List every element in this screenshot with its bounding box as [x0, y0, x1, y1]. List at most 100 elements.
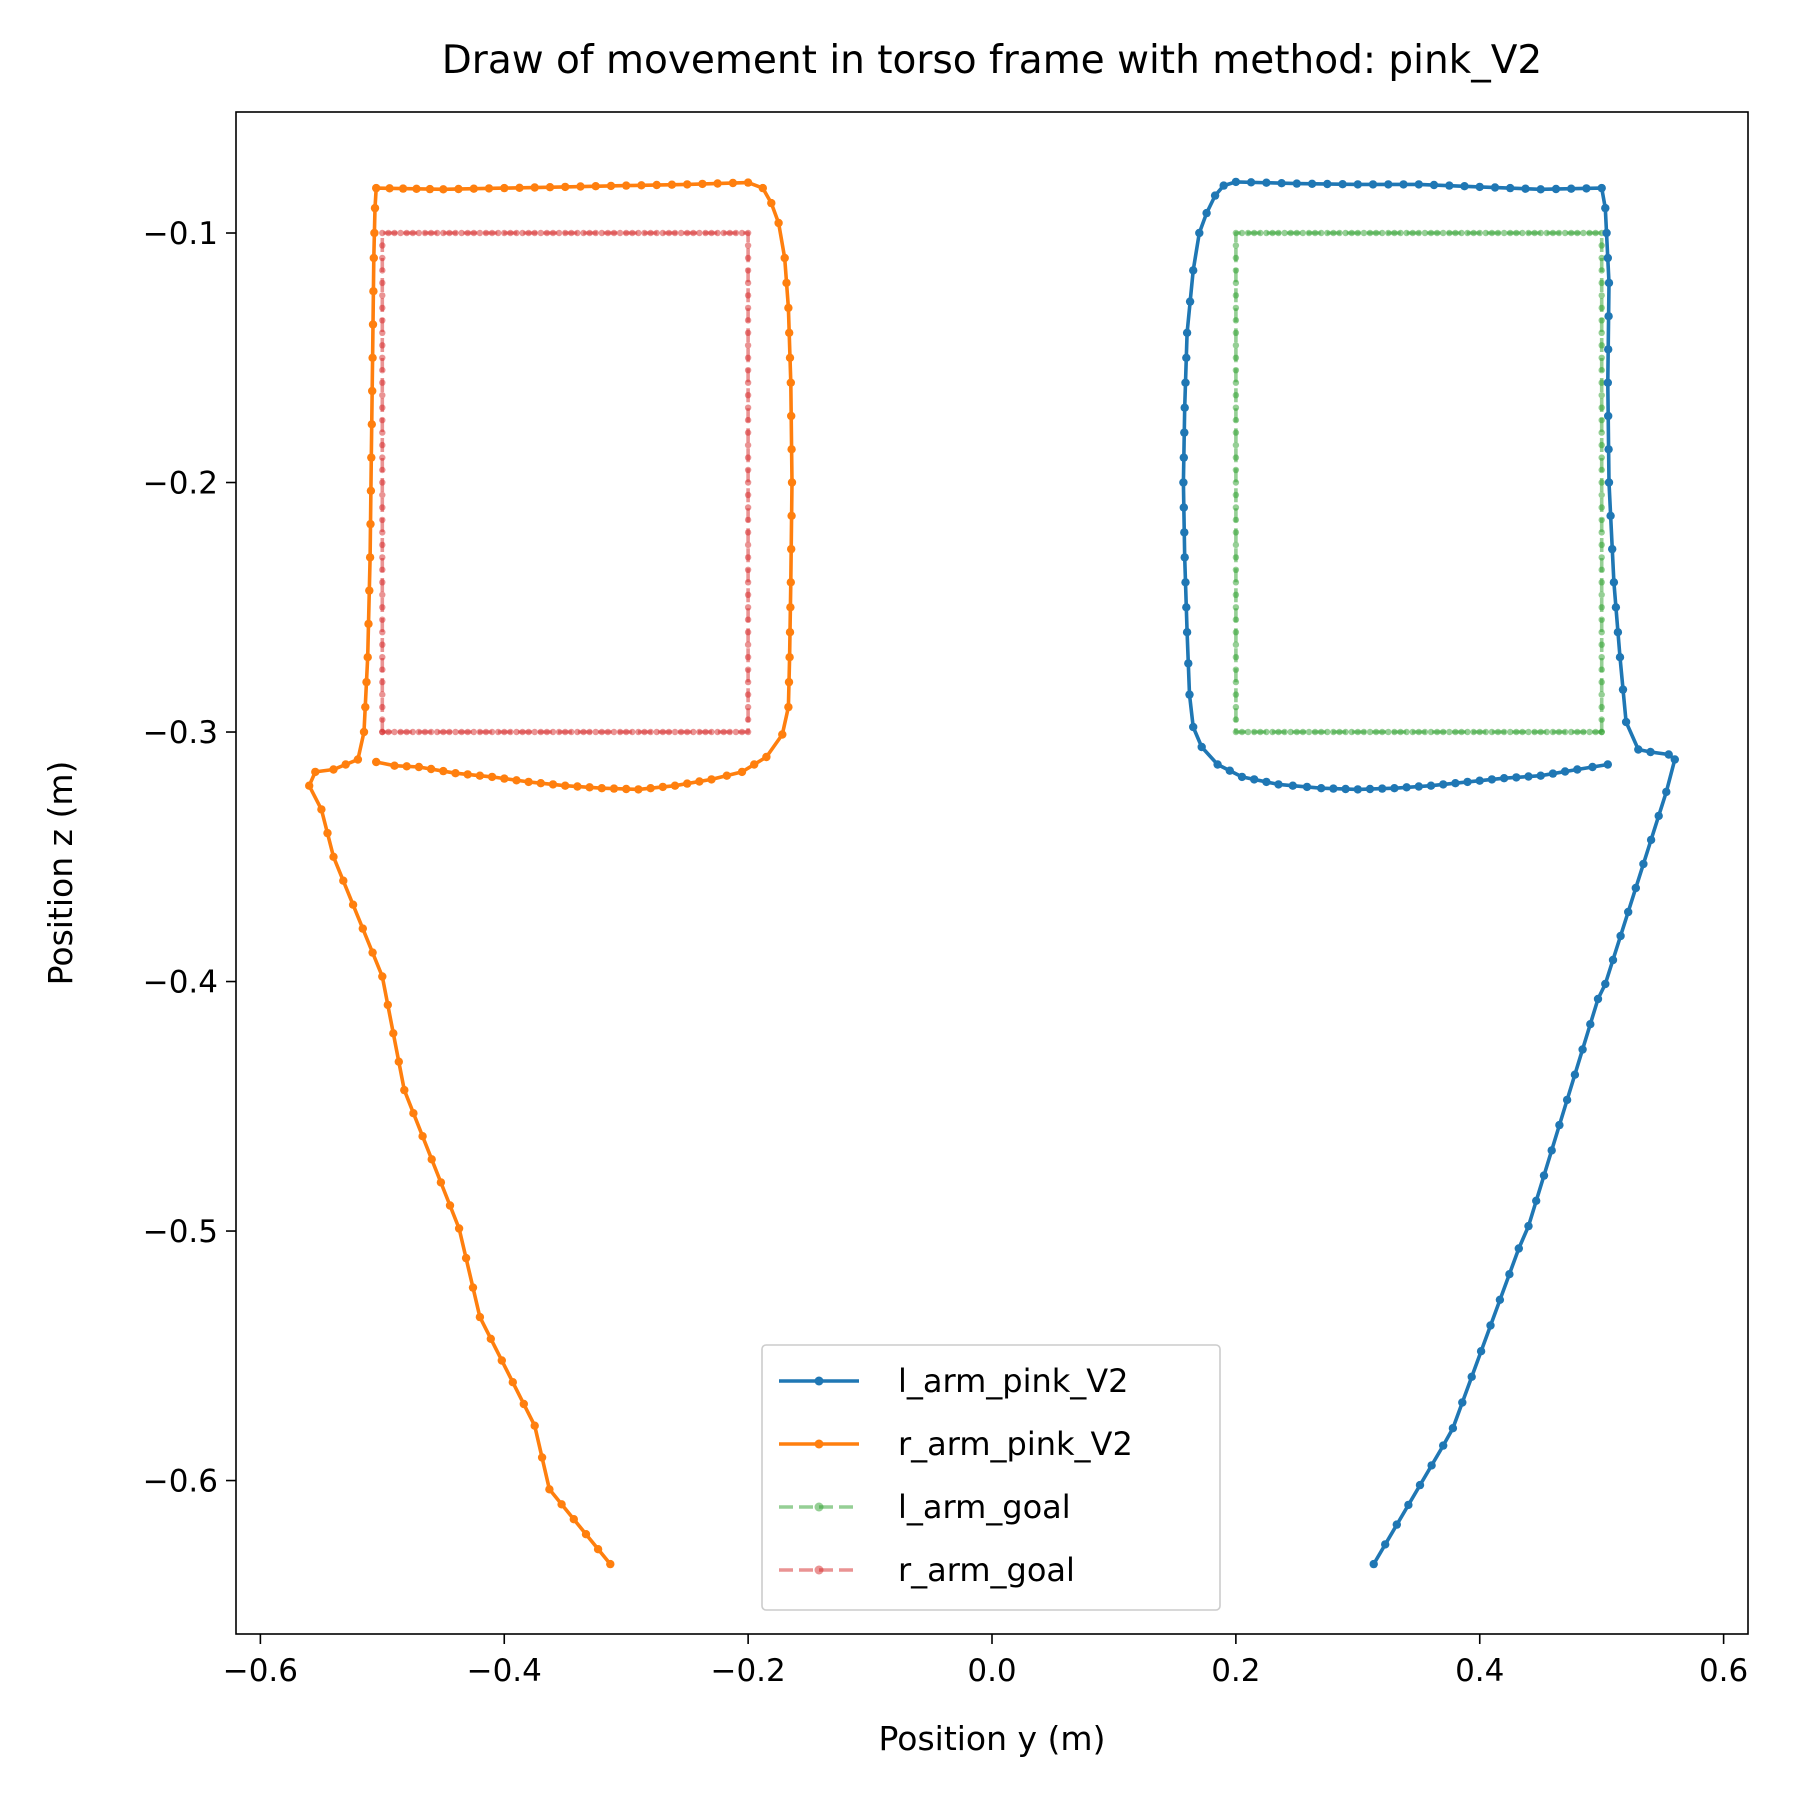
data-point — [1604, 345, 1613, 354]
y-axis: −0.1 −0.2 −0.3 −0.4 −0.5 −0.6 — [143, 216, 236, 1500]
data-point — [1342, 229, 1349, 237]
data-point — [1299, 229, 1307, 237]
data-point — [623, 728, 630, 736]
data-point — [1531, 229, 1538, 237]
data-point — [1427, 728, 1435, 736]
data-point — [744, 678, 752, 686]
data-point — [1323, 179, 1332, 189]
data-point — [562, 229, 569, 237]
data-point — [580, 229, 587, 237]
data-point — [305, 781, 314, 790]
y-tick-label: −0.1 — [143, 216, 218, 252]
data-point — [500, 183, 509, 193]
data-point — [464, 728, 471, 736]
data-point — [774, 218, 783, 228]
data-point — [379, 329, 386, 336]
data-point — [1232, 566, 1240, 573]
data-point — [1446, 728, 1453, 736]
data-point — [1372, 229, 1380, 237]
data-point — [744, 429, 752, 436]
data-point — [1452, 229, 1459, 237]
data-point — [513, 728, 520, 736]
data-point — [616, 229, 624, 237]
data-point — [1232, 554, 1240, 561]
data-point — [531, 229, 538, 237]
data-point — [339, 876, 348, 885]
data-point — [536, 779, 545, 788]
data-point — [1439, 1441, 1448, 1450]
data-point — [1429, 180, 1439, 190]
data-point — [641, 728, 648, 736]
series-r_arm_pink_V2 — [305, 178, 797, 1569]
data-point — [1184, 659, 1193, 668]
data-point — [1415, 728, 1423, 736]
data-point — [555, 728, 563, 736]
data-point — [385, 229, 392, 237]
data-point — [549, 728, 557, 736]
data-point — [525, 728, 532, 736]
data-point — [1549, 229, 1557, 237]
data-point — [1189, 722, 1198, 732]
data-point — [1232, 466, 1240, 474]
data-point — [495, 229, 502, 237]
data-point — [1366, 229, 1374, 237]
data-point — [1452, 728, 1459, 736]
data-point — [593, 1545, 603, 1554]
data-point — [1598, 304, 1605, 312]
data-point — [389, 1029, 398, 1038]
data-point — [1574, 728, 1581, 736]
legend-label: r_arm_goal — [898, 1551, 1075, 1589]
data-point — [562, 728, 569, 736]
data-point — [415, 229, 423, 237]
data-point — [1232, 604, 1240, 611]
data-point — [1451, 779, 1460, 788]
data-point — [379, 591, 386, 598]
data-point — [497, 1356, 506, 1365]
data-point — [702, 229, 709, 237]
data-point — [512, 776, 521, 785]
data-point — [744, 604, 752, 611]
data-point — [379, 604, 386, 611]
data-point — [647, 728, 654, 736]
data-point — [341, 760, 350, 769]
data-point — [1180, 528, 1189, 537]
data-point — [785, 628, 795, 637]
data-point — [369, 287, 378, 296]
data-point — [1368, 180, 1378, 189]
legend-entry: r_arm_goal — [779, 1551, 1075, 1589]
data-point — [385, 184, 394, 193]
data-point — [784, 303, 793, 313]
x-tick-label: 0.4 — [1455, 1653, 1504, 1689]
data-point — [1232, 616, 1240, 623]
data-point — [507, 728, 514, 736]
data-point — [391, 229, 398, 237]
data-point — [379, 504, 386, 511]
data-point — [1354, 728, 1362, 736]
data-point — [1324, 728, 1331, 736]
data-point — [482, 229, 490, 237]
data-point — [1512, 773, 1521, 782]
legend-marker — [814, 1376, 824, 1386]
data-point — [531, 728, 538, 736]
data-point — [696, 229, 703, 237]
data-point — [683, 180, 692, 189]
data-point — [744, 703, 752, 711]
data-point — [1348, 229, 1355, 237]
data-point — [623, 229, 630, 237]
legend-entry: r_arm_pink_V2 — [779, 1425, 1133, 1463]
data-point — [647, 229, 654, 237]
data-point — [1475, 182, 1484, 192]
data-point — [744, 229, 752, 237]
legend-box — [761, 1344, 1221, 1611]
legend-label: l_arm_goal — [898, 1488, 1071, 1526]
data-point — [394, 1057, 403, 1066]
data-point — [1555, 1120, 1564, 1130]
chart-title: Draw of movement in torso frame with met… — [442, 38, 1543, 83]
data-point — [1604, 312, 1613, 321]
data-point — [1601, 979, 1610, 989]
data-point — [1225, 766, 1235, 775]
data-point — [1598, 491, 1605, 499]
data-point — [379, 242, 386, 249]
data-point — [637, 181, 646, 190]
data-point — [604, 229, 612, 237]
